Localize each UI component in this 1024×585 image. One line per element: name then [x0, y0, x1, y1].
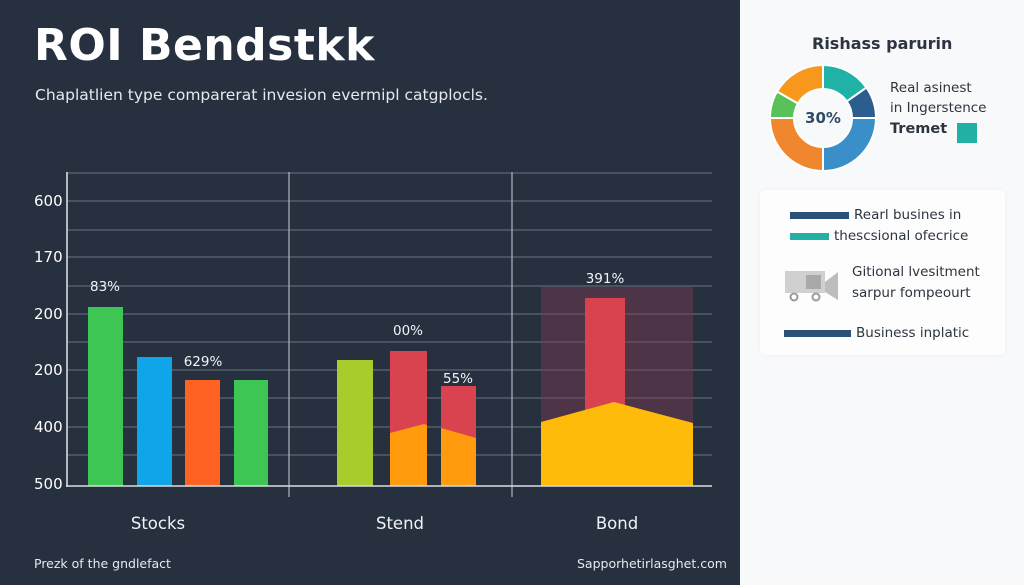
- footer-note: Prezk of the gndlefact: [34, 556, 171, 571]
- page-title: ROI Bendstkk: [34, 20, 375, 71]
- y-tick-label: 400: [34, 418, 63, 436]
- donut-legend-line: in Ingerstence: [890, 100, 987, 116]
- navy-bar-icon: [784, 330, 851, 337]
- stend-group: [337, 351, 476, 486]
- legend-item-label: thescsional ofecrice: [834, 228, 969, 244]
- bar-overlay: [541, 402, 693, 486]
- bar: [234, 380, 268, 486]
- bar: [185, 380, 220, 486]
- legend-item-label: Gitional lvesitment: [852, 264, 980, 280]
- category-label-bond: Bond: [595, 514, 639, 533]
- category-label-stocks: Stocks: [130, 514, 186, 533]
- teal-swatch-icon: [957, 123, 977, 143]
- bar: [337, 360, 373, 486]
- bar-overlay: [390, 424, 427, 486]
- legend-item-label: sarpur fompeourt: [852, 285, 971, 301]
- legend-item-label: Business inplatic: [856, 325, 970, 341]
- bond-group: [541, 287, 693, 486]
- page-subtitle: Chaplatlien type comparerat invesion eve…: [35, 86, 488, 104]
- donut-center-label: 30%: [805, 109, 841, 127]
- y-tick-label: 170: [34, 248, 63, 266]
- stocks-group: [88, 307, 268, 486]
- donut-legend-line: Real asinest: [890, 80, 972, 96]
- bar-value-label: 83%: [89, 279, 121, 295]
- bar-value-label: 629%: [183, 354, 223, 370]
- group-dividers: [288, 172, 513, 497]
- bar-value-label: 55%: [442, 371, 474, 387]
- side-panel-title: Rishass parurin: [812, 34, 953, 53]
- bar-overlay: [441, 428, 476, 486]
- bar-value-label: 00%: [392, 323, 424, 339]
- bar: [137, 357, 172, 486]
- footer-link[interactable]: Sapporhetirlasghet.com: [577, 556, 727, 571]
- y-tick-label: 200: [34, 305, 63, 323]
- y-tick-label: 500: [34, 475, 63, 493]
- teal-bar-icon: [790, 233, 829, 240]
- category-label-stend: Stend: [375, 514, 425, 533]
- legend-item-label: Rearl busines in: [854, 207, 962, 223]
- donut-legend-line: Tremet: [890, 121, 948, 137]
- y-tick-label: 200: [34, 361, 63, 379]
- y-tick-label: 600: [34, 192, 63, 210]
- bar-value-label: 391%: [585, 271, 625, 287]
- bar: [88, 307, 123, 486]
- navy-bar-icon: [790, 212, 849, 219]
